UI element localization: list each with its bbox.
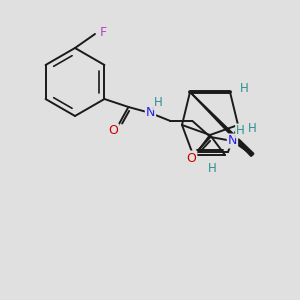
Text: H: H	[208, 163, 216, 176]
Text: H: H	[236, 124, 245, 137]
Text: H: H	[240, 82, 248, 95]
Text: F: F	[99, 26, 106, 38]
Text: O: O	[109, 124, 118, 137]
Text: H: H	[248, 122, 256, 134]
Text: N: N	[228, 134, 237, 148]
Polygon shape	[190, 92, 254, 156]
Text: H: H	[154, 97, 163, 110]
Text: N: N	[146, 106, 155, 119]
Text: O: O	[187, 152, 196, 164]
